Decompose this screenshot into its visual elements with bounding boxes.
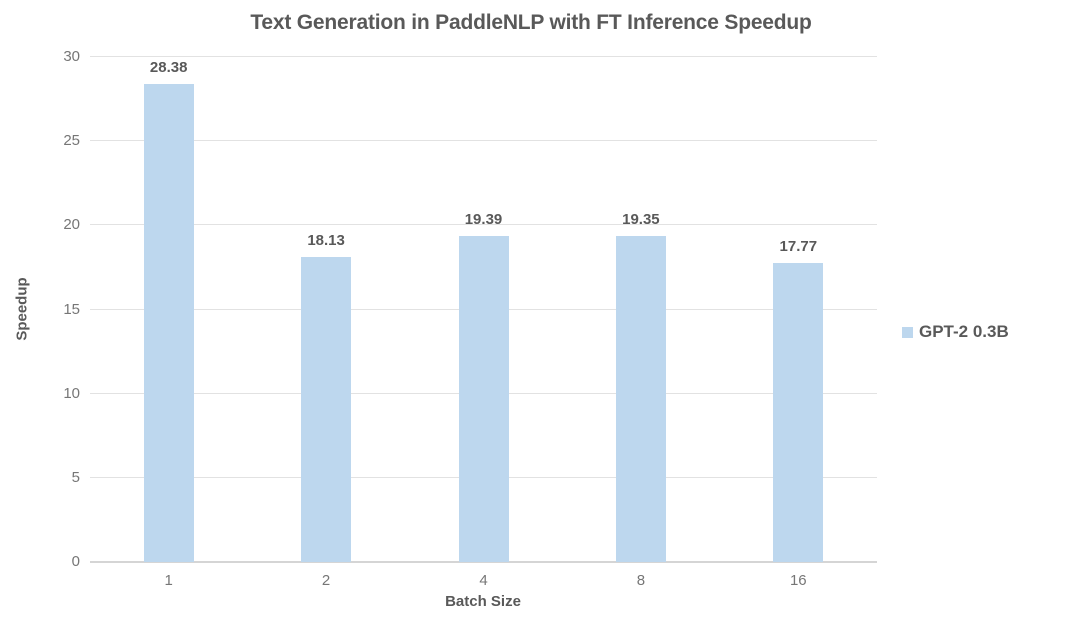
- legend-label: GPT-2 0.3B: [919, 322, 1009, 341]
- chart-title: Text Generation in PaddleNLP with FT Inf…: [250, 11, 812, 34]
- y-tick-label: 0: [71, 553, 80, 570]
- x-axis-line: [90, 561, 877, 563]
- y-tick-label: 25: [63, 132, 80, 150]
- bar-value-label: 19.35: [622, 211, 660, 229]
- gridline: [90, 56, 877, 57]
- bar-value-label: 18.13: [307, 231, 345, 249]
- y-tick-label: 5: [71, 468, 80, 486]
- bar-value-label: 19.39: [464, 210, 503, 228]
- y-tick-label: 20: [63, 216, 80, 234]
- bar-value-label: 28.38: [149, 59, 188, 77]
- x-tick-label: 8: [636, 572, 646, 589]
- y-axis-title: Speedup: [13, 277, 31, 341]
- x-tick-label: 4: [479, 572, 488, 589]
- y-tick-label: 30: [63, 48, 80, 65]
- legend-marker-swatch: [902, 326, 913, 338]
- bar-value-label: 17.77: [779, 237, 818, 255]
- y-tick-label: 10: [63, 384, 80, 402]
- bar: [143, 84, 194, 562]
- bar: [615, 236, 666, 562]
- gridline: [90, 140, 877, 141]
- x-tick-label: 16: [789, 572, 807, 589]
- bar: [458, 235, 509, 562]
- gridline: [90, 224, 877, 225]
- x-tick-label: 2: [321, 572, 331, 589]
- bar: [301, 256, 352, 562]
- x-tick-label: 1: [164, 572, 173, 589]
- bar: [773, 262, 824, 562]
- legend: GPT-2 0.3B: [902, 322, 1009, 342]
- x-axis-title: Batch Size: [445, 593, 521, 610]
- y-tick-label: 15: [63, 300, 80, 318]
